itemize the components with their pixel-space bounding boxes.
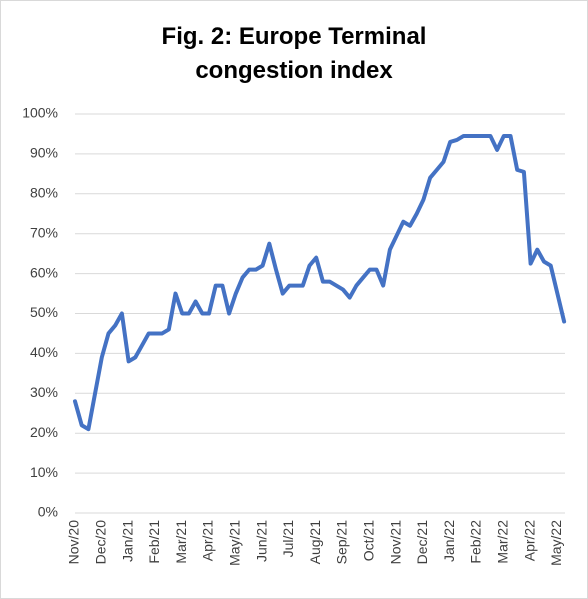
chart-title: Fig. 2: Europe Terminal congestion index <box>161 23 427 84</box>
y-tick-label: 20% <box>30 424 58 440</box>
x-tick-label: Jul/21 <box>280 520 296 558</box>
y-tick-label: 80% <box>30 185 58 201</box>
x-tick-label: Nov/21 <box>387 520 403 565</box>
y-tick-label: 60% <box>30 264 58 280</box>
y-tick-label: 0% <box>38 504 58 520</box>
x-tick-label: Mar/22 <box>495 520 511 564</box>
y-tick-label: 90% <box>30 145 58 161</box>
x-tick-label: Nov/20 <box>66 520 82 565</box>
x-tick-label: Jan/22 <box>441 520 457 562</box>
x-tick-label: Feb/21 <box>146 520 162 564</box>
y-tick-label: 30% <box>30 384 58 400</box>
x-tick-label: Mar/21 <box>173 520 189 564</box>
x-tick-label: Dec/21 <box>414 520 430 565</box>
x-tick-label: Feb/22 <box>468 520 484 564</box>
y-tick-label: 70% <box>30 224 58 240</box>
x-tick-label: May/21 <box>227 520 243 566</box>
y-tick-label: 50% <box>30 304 58 320</box>
y-tick-label: 100% <box>22 105 58 121</box>
y-tick-label: 40% <box>30 344 58 360</box>
x-tick-label: May/22 <box>548 520 564 566</box>
x-tick-label: Dec/20 <box>93 520 109 565</box>
x-tick-label: Sep/21 <box>334 520 350 565</box>
x-tick-label: Aug/21 <box>307 520 323 565</box>
x-tick-label: Oct/21 <box>361 520 377 561</box>
x-tick-label: Apr/21 <box>200 520 216 561</box>
x-tick-label: Jun/21 <box>253 520 269 562</box>
x-tick-label: Jan/21 <box>119 520 135 562</box>
x-tick-label: Apr/22 <box>521 520 537 561</box>
y-tick-label: 10% <box>30 464 58 480</box>
data-line <box>73 133 567 432</box>
